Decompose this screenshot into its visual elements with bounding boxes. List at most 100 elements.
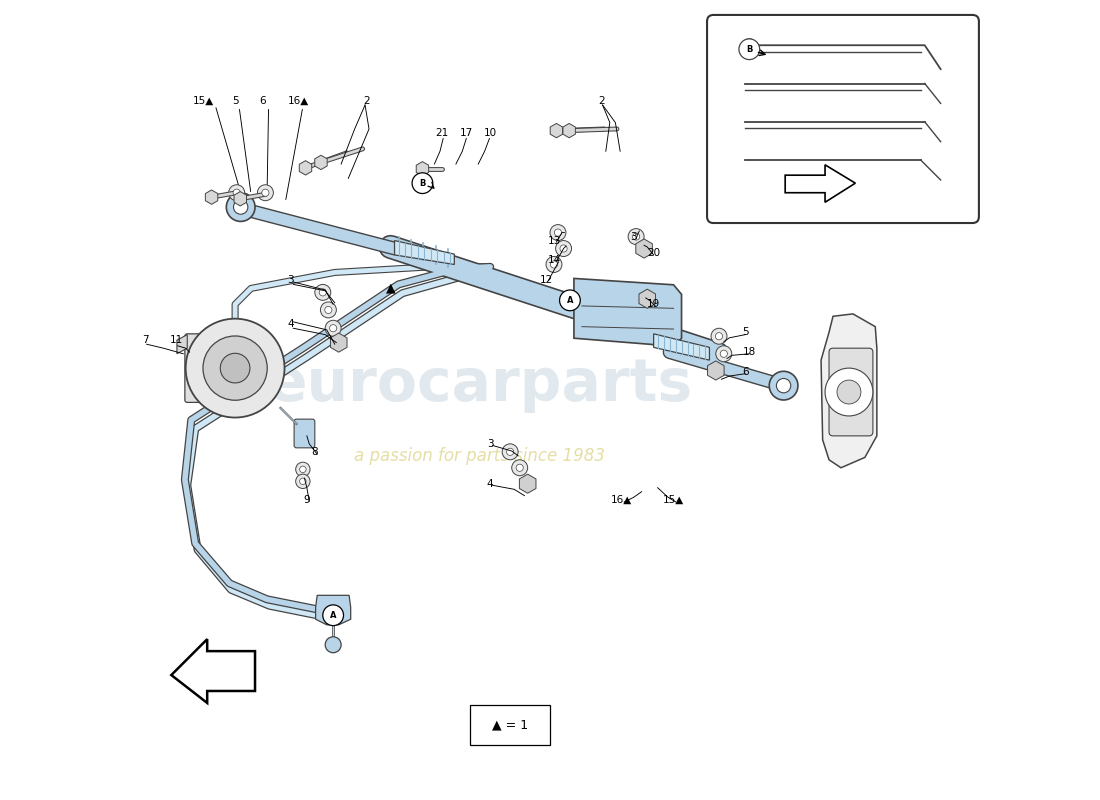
Text: 13: 13 — [548, 235, 561, 246]
Circle shape — [320, 302, 337, 318]
Text: 5: 5 — [232, 96, 239, 106]
Circle shape — [560, 290, 581, 310]
Text: B: B — [419, 178, 426, 188]
Polygon shape — [519, 474, 536, 494]
Polygon shape — [172, 639, 255, 703]
Text: B: B — [746, 45, 752, 54]
Circle shape — [326, 320, 341, 336]
Text: A: A — [330, 610, 337, 620]
Circle shape — [220, 354, 250, 383]
Text: 11: 11 — [170, 335, 184, 346]
Text: 3: 3 — [487, 439, 494, 449]
Circle shape — [330, 325, 337, 332]
Polygon shape — [299, 161, 311, 175]
Polygon shape — [550, 123, 562, 138]
Circle shape — [556, 241, 572, 257]
Circle shape — [186, 318, 285, 418]
Circle shape — [715, 333, 723, 340]
Circle shape — [554, 229, 562, 236]
Text: 6: 6 — [742, 367, 749, 377]
Circle shape — [233, 200, 248, 214]
Circle shape — [837, 380, 861, 404]
Circle shape — [227, 193, 255, 222]
Circle shape — [777, 378, 791, 393]
Text: 18: 18 — [742, 347, 756, 357]
Text: 17: 17 — [460, 128, 473, 138]
Text: 5: 5 — [742, 327, 749, 338]
Text: 15▲: 15▲ — [663, 494, 684, 505]
Text: a passion for parts since 1983: a passion for parts since 1983 — [354, 447, 605, 465]
Text: 9: 9 — [304, 494, 310, 505]
Circle shape — [546, 257, 562, 273]
Polygon shape — [785, 165, 856, 202]
Text: 19: 19 — [647, 299, 660, 310]
Circle shape — [262, 189, 270, 196]
Circle shape — [299, 478, 306, 485]
FancyBboxPatch shape — [294, 419, 315, 448]
Text: 16▲: 16▲ — [288, 96, 309, 106]
Polygon shape — [316, 595, 351, 625]
Circle shape — [742, 39, 756, 52]
Circle shape — [315, 285, 331, 300]
FancyBboxPatch shape — [471, 706, 550, 745]
Text: 4: 4 — [487, 478, 494, 489]
Circle shape — [516, 464, 524, 471]
FancyBboxPatch shape — [185, 334, 210, 402]
Polygon shape — [330, 333, 346, 352]
Polygon shape — [574, 278, 682, 346]
Circle shape — [628, 229, 645, 245]
Text: 20: 20 — [647, 247, 660, 258]
Circle shape — [769, 371, 798, 400]
Polygon shape — [206, 190, 218, 204]
Circle shape — [560, 245, 568, 252]
Circle shape — [326, 637, 341, 653]
Circle shape — [550, 261, 558, 268]
Polygon shape — [707, 361, 724, 380]
Text: 16▲: 16▲ — [612, 494, 632, 505]
Circle shape — [296, 462, 310, 477]
Text: 3: 3 — [287, 275, 294, 286]
Circle shape — [322, 605, 343, 626]
Text: 7: 7 — [142, 335, 148, 346]
Circle shape — [711, 328, 727, 344]
FancyBboxPatch shape — [829, 348, 873, 436]
Polygon shape — [234, 191, 246, 206]
Circle shape — [296, 474, 310, 489]
Text: 4: 4 — [287, 319, 294, 330]
Circle shape — [716, 346, 732, 362]
Circle shape — [319, 289, 327, 296]
Text: A: A — [566, 296, 573, 305]
Text: 2: 2 — [598, 96, 605, 106]
Text: 14: 14 — [548, 255, 561, 266]
Text: 21: 21 — [436, 128, 449, 138]
Text: 6: 6 — [260, 96, 266, 106]
Circle shape — [412, 173, 432, 194]
Polygon shape — [636, 239, 652, 258]
Circle shape — [507, 448, 514, 455]
Text: ▲ = 1: ▲ = 1 — [492, 718, 528, 732]
Circle shape — [512, 460, 528, 476]
Polygon shape — [821, 314, 877, 468]
Circle shape — [204, 336, 267, 400]
Circle shape — [632, 233, 640, 240]
Circle shape — [825, 368, 873, 416]
Polygon shape — [563, 123, 575, 138]
Text: 3: 3 — [630, 231, 637, 242]
Circle shape — [324, 306, 332, 314]
Circle shape — [229, 185, 244, 201]
Text: 2: 2 — [363, 96, 370, 106]
Text: ▲: ▲ — [386, 282, 395, 295]
Text: 15▲: 15▲ — [192, 96, 213, 106]
Text: 10: 10 — [484, 128, 497, 138]
Polygon shape — [395, 241, 454, 265]
Circle shape — [720, 350, 727, 358]
Circle shape — [739, 39, 760, 59]
Circle shape — [233, 189, 240, 196]
Text: eurocarparts: eurocarparts — [267, 355, 693, 413]
Polygon shape — [653, 334, 710, 360]
Text: 12: 12 — [539, 275, 552, 286]
Polygon shape — [416, 162, 429, 176]
Circle shape — [257, 185, 274, 201]
FancyBboxPatch shape — [707, 15, 979, 223]
Polygon shape — [177, 334, 187, 354]
